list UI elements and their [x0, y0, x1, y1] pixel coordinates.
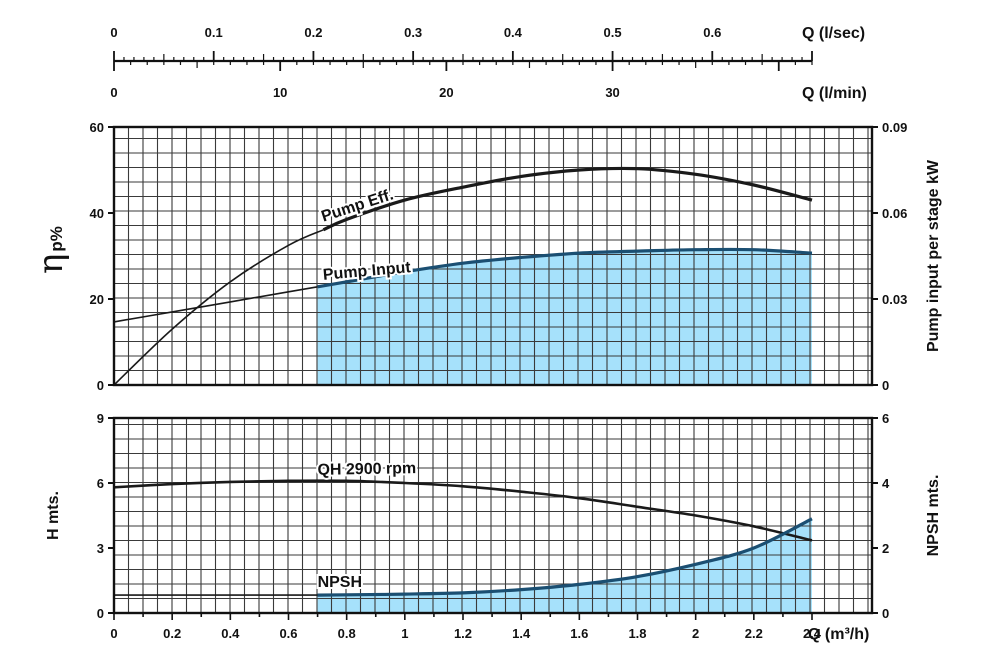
lsec-tick-label: 0.2 — [304, 25, 322, 40]
y2-tick-label: 0 — [882, 378, 889, 393]
grid — [114, 127, 872, 385]
y-tick-label: 0 — [97, 378, 104, 393]
lsec-tick-label: 0.4 — [504, 25, 523, 40]
lsec-tick-label: 0 — [110, 25, 117, 40]
y-axis-title: H mts. — [45, 491, 62, 540]
series-qh-2900-rpm: QH 2900 rpm — [113, 458, 813, 542]
y2-tick-label: 4 — [882, 476, 890, 491]
x-tick-label: 1.2 — [454, 626, 472, 641]
x-tick-label: 2.2 — [745, 626, 763, 641]
lmin-scale-title: Q (l/min) — [802, 85, 867, 102]
series-npsh: NPSH — [113, 517, 813, 597]
y-tick-label: 60 — [90, 120, 104, 135]
plot-frame — [112, 416, 874, 615]
lmin-tick-label: 10 — [273, 85, 287, 100]
y-tick-label: 3 — [97, 541, 104, 556]
lsec-tick-label: 0.1 — [205, 25, 223, 40]
x-axis: 0 0.2 0.4 0.6 0.8 1 1.2 1.4 1.6 1.8 2 2.2 2.4Q (m³/h… — [110, 613, 869, 643]
y-tick-label: 0 — [97, 606, 104, 621]
x-tick-label: 1.6 — [570, 626, 588, 641]
plot-frame — [112, 125, 874, 387]
x-axis-title: Q (m³/h) — [808, 626, 869, 643]
series-line-pump-eff-thin — [113, 229, 324, 386]
lsec-scale-title: Q (l/sec) — [802, 25, 865, 42]
x-tick-label: 2 — [692, 626, 699, 641]
x-tick-label: 0.6 — [279, 626, 297, 641]
y-tick-label: 6 — [97, 476, 104, 491]
x-tick-label: 0.4 — [221, 626, 240, 641]
y2-tick-label: 0.03 — [882, 292, 907, 307]
eta-subscript: p% — [47, 226, 66, 252]
series-line-pump-eff — [322, 166, 813, 232]
x-tick-label: 0.8 — [338, 626, 356, 641]
y2-axis-title: Pump input per stage kW — [925, 159, 942, 352]
x-tick-label: 1.8 — [628, 626, 646, 641]
y-axis-title-text: ηp% — [31, 226, 71, 274]
y2-axis-title: NPSH mts. — [925, 475, 942, 557]
x-tick-label: 1 — [401, 626, 408, 641]
lsec-tick-label: 0.6 — [703, 25, 721, 40]
series-label-qh-2900-rpm: QH 2900 rpm — [317, 460, 416, 479]
y-tick-label: 9 — [97, 411, 104, 426]
y-tick-label: 40 — [90, 206, 104, 221]
x-tick-label: 0 — [110, 626, 117, 641]
y-tick-label: 20 — [90, 292, 104, 307]
y2-tick-label: 2 — [882, 541, 889, 556]
series-line-npsh — [317, 517, 813, 597]
lmin-tick-label: 0 — [110, 85, 117, 100]
series-line-pump-input-thin — [113, 286, 318, 323]
series-line-pump-input — [317, 247, 813, 289]
shaded-area-npsh — [317, 518, 812, 613]
series-line-qh-2900-rpm — [113, 479, 813, 542]
series-label-npsh: NPSH — [318, 574, 362, 591]
x-tick-label: 2.4 — [803, 626, 822, 641]
y2-tick-label: 0 — [882, 606, 889, 621]
lmin-tick-label: 30 — [605, 85, 619, 100]
y-axis-title: ηp% — [31, 226, 71, 274]
y2-tick-label: 0.06 — [882, 206, 907, 221]
lmin-tick-label: 20 — [439, 85, 453, 100]
eta-symbol: η — [31, 254, 71, 274]
y2-tick-label: 6 — [882, 411, 889, 426]
y2-tick-label: 0.09 — [882, 120, 907, 135]
x-tick-label: 0.2 — [163, 626, 181, 641]
x-tick-label: 1.4 — [512, 626, 531, 641]
efficiency-power-panel: Pump Eff.Pump Input020406000.030.060.09η… — [31, 120, 942, 393]
flow-scale-layer: 0 0.1 0.2 0.3 0.4 0.5 0.6 Q (l/sec) 0 10 20 30 Q (l/… — [110, 25, 867, 102]
lsec-tick-label: 0.3 — [404, 25, 422, 40]
lsec-tick-label: 0.5 — [604, 25, 622, 40]
